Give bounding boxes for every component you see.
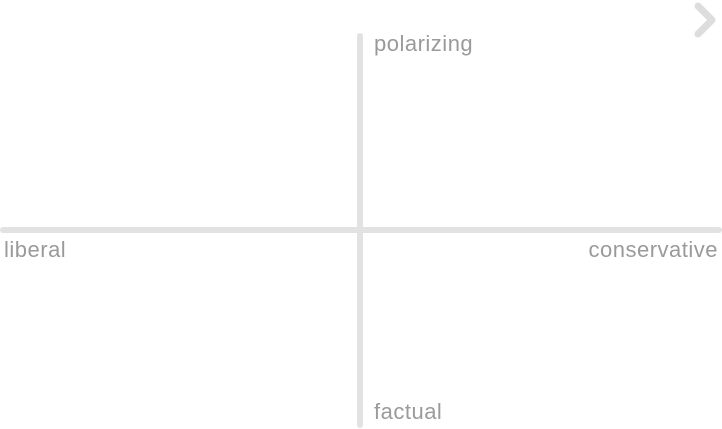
- next-button[interactable]: [688, 0, 722, 40]
- horizontal-axis: [0, 227, 722, 233]
- chevron-right-icon: [694, 2, 716, 38]
- conservative-label: conservative: [588, 237, 718, 262]
- liberal-label: liberal: [4, 237, 67, 262]
- factual-label: factual: [374, 399, 443, 424]
- polarizing-label: polarizing: [374, 31, 474, 56]
